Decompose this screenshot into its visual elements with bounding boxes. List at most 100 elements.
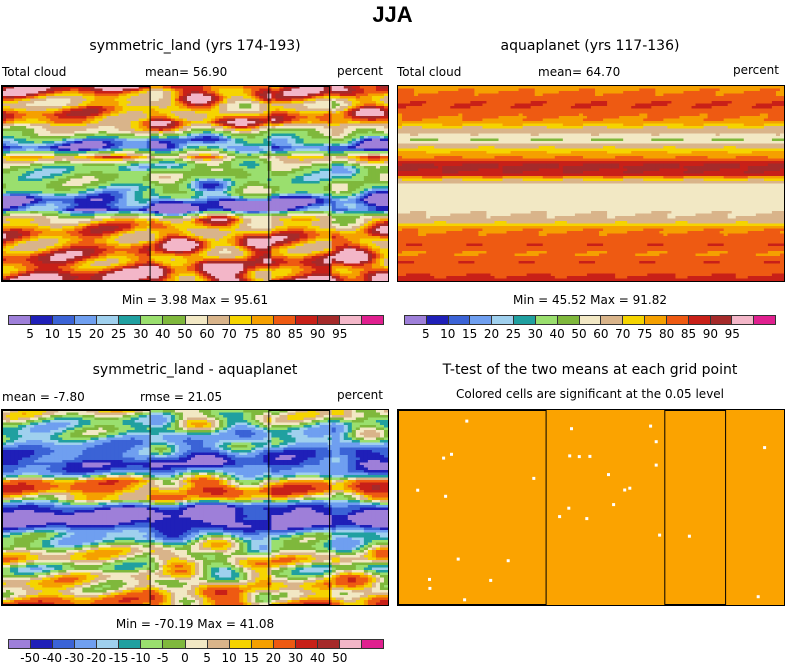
contour-cell [118, 208, 124, 212]
contour-cell [207, 206, 212, 210]
contour-cell [239, 143, 244, 147]
contour-cell [130, 116, 136, 120]
contour-cell [227, 93, 232, 97]
contour-cell [90, 141, 96, 145]
contour-cell [158, 128, 164, 132]
contour-cell [94, 113, 100, 117]
contour-cell [343, 158, 349, 162]
contour-cell [363, 191, 369, 195]
contour-cell [62, 116, 67, 120]
contour-cell [178, 128, 184, 132]
contour-cell [170, 201, 176, 205]
contour-cell [46, 93, 51, 97]
contour-cell [339, 113, 345, 117]
contour-cell [279, 106, 285, 110]
contour-cell [102, 136, 108, 140]
contour-cell [138, 106, 144, 110]
contour-cell [26, 148, 31, 152]
contour-cell [351, 166, 357, 170]
contour-cell [34, 136, 39, 140]
contour-cell [98, 128, 104, 132]
contour-cell [86, 138, 92, 142]
contour-cell [6, 88, 11, 92]
contour-cell [158, 88, 164, 92]
contour-cell [347, 153, 353, 157]
contour-cell [138, 178, 144, 182]
contour-cell [383, 113, 388, 117]
contour-cell [62, 113, 67, 117]
contour-cell [315, 186, 321, 190]
contour-cell [30, 153, 35, 157]
contour-cell [50, 148, 55, 152]
contour-cell [138, 143, 144, 147]
contour-cell [351, 131, 357, 135]
contour-cell [383, 198, 388, 202]
contour-cell [247, 86, 252, 90]
contour-cell [275, 93, 281, 97]
contour-cell [267, 101, 272, 105]
contour-cell [158, 183, 164, 187]
contour-cell [158, 181, 164, 185]
contour-cell [158, 86, 164, 90]
contour-cell [243, 208, 248, 212]
contour-cell [243, 113, 248, 117]
contour-cell [118, 183, 124, 187]
aqua-mean-label: mean= 64.70 [538, 65, 620, 79]
contour-cell [14, 173, 19, 177]
contour-cell [150, 91, 156, 95]
contour-cell [90, 191, 96, 195]
contour-cell [379, 208, 385, 212]
contour-cell [138, 171, 144, 175]
contour-cell [359, 181, 365, 185]
contour-cell [150, 86, 156, 90]
contour-cell [319, 151, 325, 155]
contour-cell [315, 86, 321, 90]
contour-cell [6, 211, 11, 215]
contour-cell [114, 163, 120, 167]
contour-cell [34, 116, 39, 120]
contour-cell [170, 196, 176, 200]
contour-cell [359, 128, 365, 132]
sym-mean-label: mean= 56.90 [145, 65, 227, 79]
contour-cell [174, 163, 180, 167]
contour-cell [158, 93, 164, 97]
contour-cell [134, 98, 140, 102]
contour-cell [170, 186, 176, 190]
contour-cell [223, 171, 228, 175]
contour-cell [162, 201, 168, 205]
contour-cell [343, 146, 349, 150]
contour-cell [315, 108, 321, 112]
contour-cell [267, 211, 272, 215]
contour-cell [10, 96, 15, 100]
contour-cell [239, 173, 244, 177]
contour-cell [255, 131, 260, 135]
contour-cell [219, 176, 224, 180]
contour-cell [295, 116, 301, 120]
contour-cell [42, 153, 47, 157]
contour-cell [54, 213, 59, 217]
contour-cell [18, 148, 23, 152]
contour-cell [190, 111, 196, 115]
contour-cell [58, 98, 63, 102]
contour-cell [58, 173, 63, 177]
contour-cell [118, 163, 124, 167]
contour-cell [66, 206, 71, 210]
contour-cell [215, 166, 220, 170]
contour-cell [375, 116, 381, 120]
contour-cell [102, 161, 108, 165]
contour-cell [22, 143, 27, 147]
contour-cell [46, 178, 51, 182]
contour-cell [66, 88, 71, 92]
contour-cell [315, 148, 321, 152]
contour-cell [162, 196, 168, 200]
contour-cell [271, 93, 277, 97]
contour-cell [367, 168, 373, 172]
contour-cell [46, 101, 51, 105]
contour-cell [54, 121, 59, 125]
contour-cell [78, 156, 84, 160]
contour-cell [375, 213, 381, 217]
contour-cell [70, 176, 75, 180]
contour-cell [351, 168, 357, 172]
contour-cell [235, 213, 240, 217]
contour-cell [146, 186, 152, 190]
